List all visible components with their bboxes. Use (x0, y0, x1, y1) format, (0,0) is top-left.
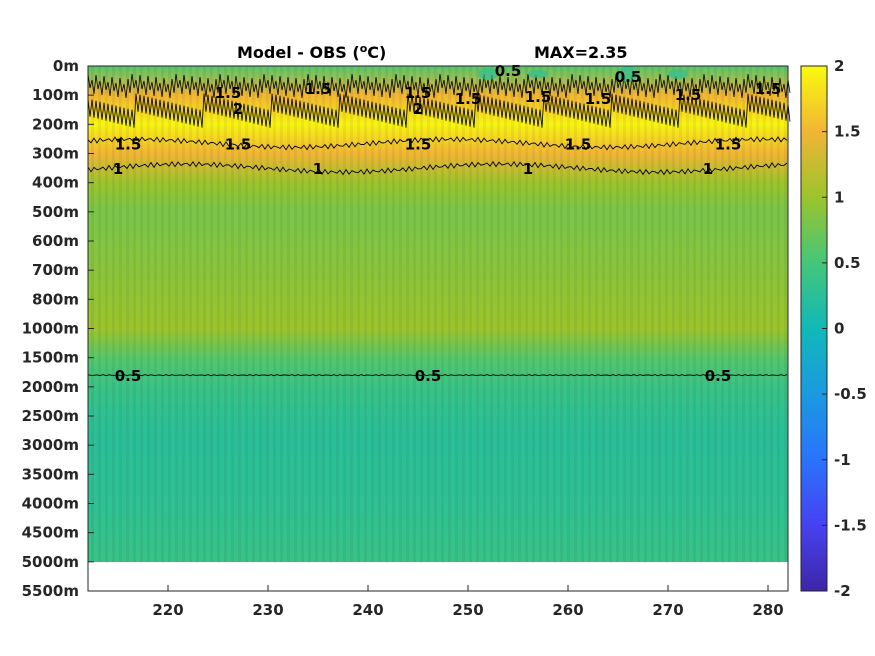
colorbar-tick-label: 0.5 (834, 254, 861, 272)
x-tick-label: 220 (152, 601, 183, 619)
y-tick-label: 0m (53, 57, 79, 75)
surface-contour-lower (87, 93, 791, 128)
contour-label: 1.5 (405, 135, 432, 153)
x-axis: 220 230 240 250 260 270 280 (152, 585, 784, 619)
surface-contour-label: 1.5 (405, 84, 432, 102)
y-tick-label: 1500m (22, 349, 79, 367)
x-tick-label: 270 (652, 601, 683, 619)
surface-contour-label: 0.5 (615, 68, 642, 86)
y-tick-label: 3500m (22, 465, 79, 483)
y-tick-label: 100m (32, 86, 79, 104)
y-tick-label: 5000m (22, 553, 79, 571)
contour-label: 1.5 (715, 135, 742, 153)
contour-label: 1 (313, 160, 323, 178)
contour-label: 1 (113, 160, 123, 178)
y-tick-label: 300m (32, 145, 79, 163)
contour-label: 1.5 (115, 135, 142, 153)
title-unit-tail: C) (367, 43, 386, 62)
colorbar-tick-label: 1 (834, 188, 844, 206)
contour-label: 1.5 (225, 135, 252, 153)
y-tick-label: 600m (32, 232, 79, 250)
y-tick-label: 3000m (22, 436, 79, 454)
colorbar-tick-label: 2 (834, 57, 844, 75)
title-main: Model - OBS ( (237, 43, 360, 62)
surface-contour-label: 1.5 (675, 86, 702, 104)
y-tick-label: 1000m (22, 320, 79, 338)
title-unit-sup: o (360, 42, 368, 55)
y-tick-label: 4000m (22, 495, 79, 513)
surface-contour-label: 1.5 (305, 80, 332, 98)
y-tick-label: 800m (32, 290, 79, 308)
surface-contour-label: 2 (413, 100, 423, 118)
contour-label: 1 (703, 160, 713, 178)
contour-line (87, 160, 788, 176)
y-tick-label: 4500m (22, 524, 79, 542)
y-tick-label: 500m (32, 203, 79, 221)
contour-label: 1 (523, 160, 533, 178)
x-tick-label: 250 (452, 601, 483, 619)
y-tick-label: 2000m (22, 378, 79, 396)
surface-contour-upper (87, 73, 791, 99)
surface-cool-patch (528, 70, 548, 78)
y-tick-label: 2500m (22, 407, 79, 425)
field-stripes (88, 66, 788, 562)
surface-contour-label: 2 (233, 100, 243, 118)
colorbar-tick-label: -0.5 (834, 385, 867, 403)
surface-contour-noise: 1.5 1.5 1.5 1.5 1.5 1.5 1.5 1.50.5 0.52 2 (87, 62, 791, 128)
chart-title: Model - OBS (oC) MAX=2.35 (237, 42, 628, 62)
contour-line (87, 374, 788, 377)
surface-contour-label: 1.5 (215, 84, 242, 102)
surface-contour-label: 0.5 (495, 62, 522, 80)
surface-cool-patch (668, 69, 688, 79)
contour-label: 1.5 (565, 135, 592, 153)
colorbar-ticks: 2 1.5 1 0.5 0 -0.5 -1 -1.5 -2 (822, 57, 867, 600)
colorbar-tick-label: -2 (834, 582, 851, 600)
y-axis: 0m 100m 200m 300m 400m 500m 600m 700m 800m 1000m 1… (22, 57, 94, 600)
colorbar-tick-label: 1.5 (834, 123, 861, 141)
surface-cool-patch (478, 68, 498, 80)
contour-label: 0.5 (415, 367, 442, 385)
contour-label: 0.5 (705, 367, 732, 385)
colorbar-tick-label: 0 (834, 320, 844, 338)
plot-area: 1.5 1.5 1.5 1.5 1.5 1.5 1.5 1.50.5 0.52 2 0.5 0.5 0… (87, 62, 791, 592)
surface-contour-label: 1.5 (525, 88, 552, 106)
contour-lines (87, 135, 788, 377)
surface-contour-label: 1.5 (755, 80, 782, 98)
colorbar-tick-label: -1.5 (834, 516, 867, 534)
contour-labels: 0.5 0.5 0.51 1 1 11.5 1.5 1.5 1.5 1.5 (113, 135, 742, 385)
surface-cool-patch (618, 66, 638, 82)
contour-line (87, 135, 788, 151)
y-tick-label: 5500m (22, 582, 79, 600)
x-tick-label: 280 (752, 601, 783, 619)
x-tick-label: 260 (552, 601, 583, 619)
x-tick-label: 230 (252, 601, 283, 619)
max-label: MAX=2.35 (534, 43, 628, 62)
y-tick-label: 200m (32, 115, 79, 133)
surface-contour-label: 1.5 (585, 90, 612, 108)
colorbar: 2 1.5 1 0.5 0 -0.5 -1 -1.5 -2 (800, 57, 867, 600)
colorbar-tick-label: -1 (834, 451, 851, 469)
y-tick-label: 400m (32, 174, 79, 192)
title-text: Model - OBS (oC) (237, 42, 386, 62)
x-tick-label: 240 (352, 601, 383, 619)
surface-contour-label: 1.5 (455, 90, 482, 108)
contour-label: 0.5 (115, 367, 142, 385)
y-tick-label: 700m (32, 261, 79, 279)
